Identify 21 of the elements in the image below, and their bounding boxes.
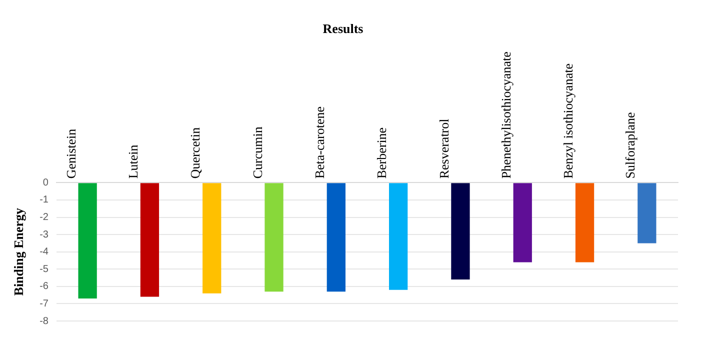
y-tick-label: -4	[40, 246, 49, 258]
x-tick-label: Benzyl isothiocyanate	[560, 63, 576, 179]
y-tick-label: -3	[40, 229, 49, 240]
x-tick-label: Curcumin	[250, 126, 265, 179]
y-tick-label: -8	[40, 316, 49, 327]
x-tick-label: Sulforaplane	[622, 112, 638, 179]
chart-title: Results	[322, 21, 364, 36]
y-tick-label: -7	[40, 298, 49, 310]
y-tick-label: -6	[40, 281, 49, 292]
y-tick-label: -1	[40, 194, 49, 206]
x-tick-label: Berberine	[374, 127, 390, 179]
y-tick-label: 0	[42, 177, 49, 188]
x-tick-label: Beta-carotene	[312, 106, 327, 179]
x-tick-label: Genistein	[63, 128, 78, 179]
x-tick-label: Quercetin	[188, 126, 203, 179]
x-tick-label: Lutein	[126, 144, 141, 179]
x-tick-label: Phenethylisothiocyanate	[498, 51, 514, 179]
y-tick-label: -2	[40, 212, 49, 224]
y-axis-title: Binding Energy	[11, 207, 26, 296]
x-tick-label: Resveratrol	[436, 118, 452, 179]
y-tick-label: -5	[40, 264, 49, 275]
